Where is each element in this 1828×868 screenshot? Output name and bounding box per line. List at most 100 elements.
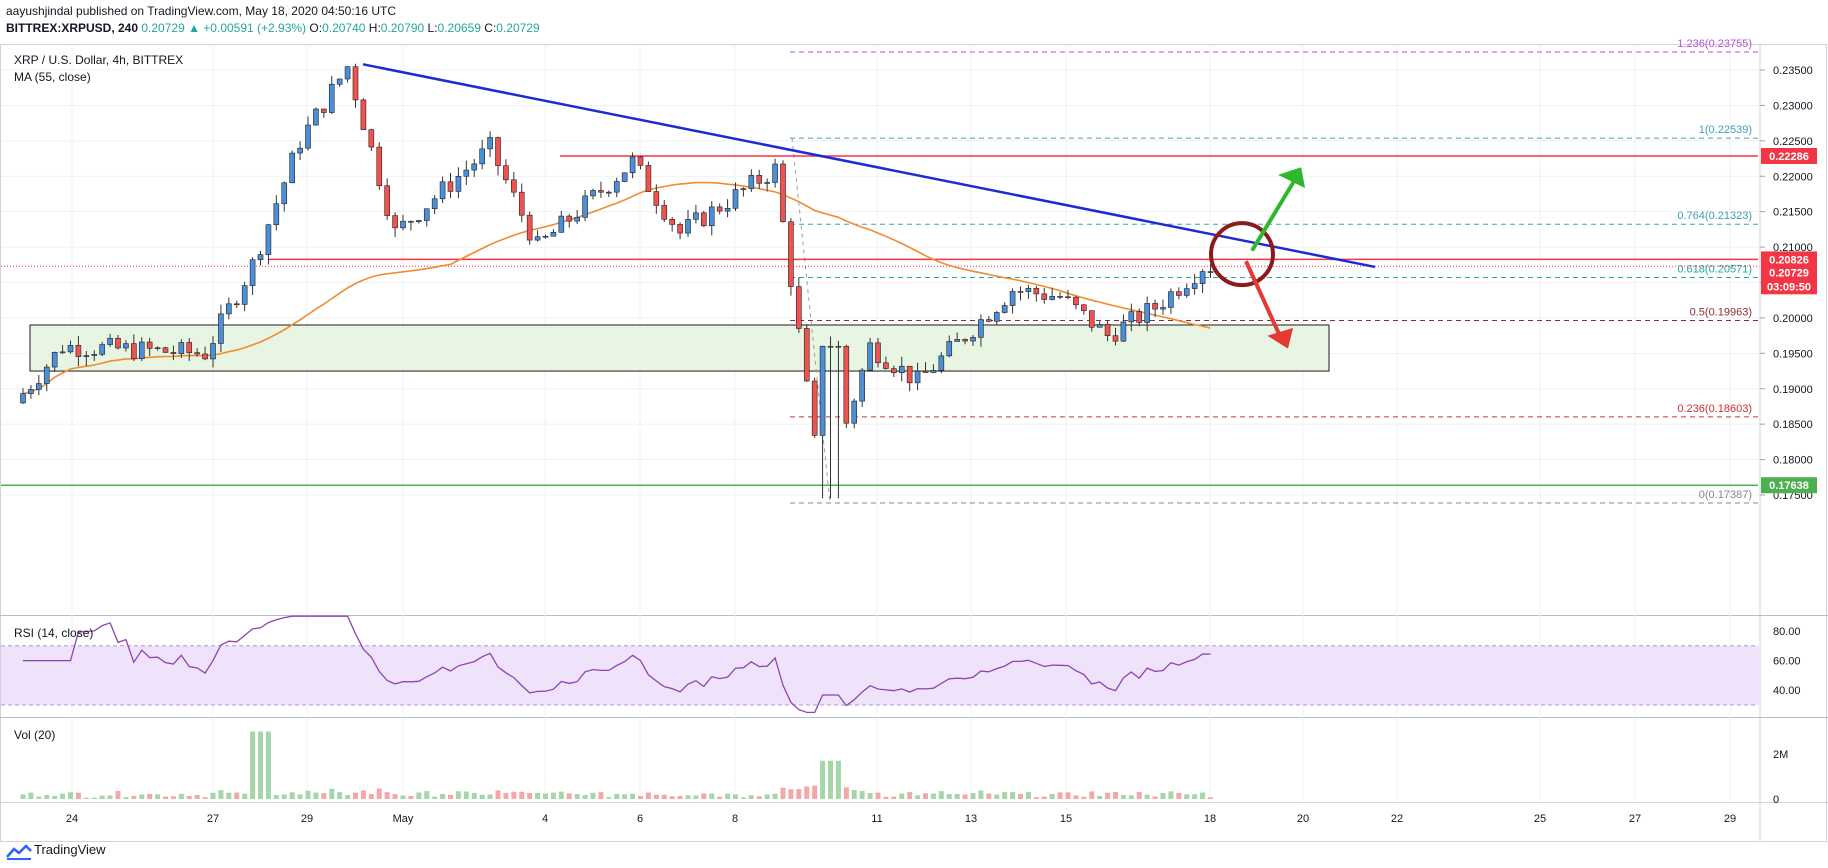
candle-body	[796, 286, 802, 329]
candle-body	[123, 343, 129, 349]
rsi-line	[23, 615, 1211, 714]
volume-bar	[582, 794, 588, 799]
candle-body	[511, 179, 517, 193]
time-tick-label: 29	[301, 813, 313, 825]
volume-bar	[543, 793, 548, 799]
candle-body	[962, 339, 968, 342]
volume-bar	[930, 793, 936, 799]
price-label-text: 03:09:50	[1767, 281, 1811, 293]
price-change: 0.20729 ▲ +0.00591 (+2.93%)	[141, 21, 307, 35]
time-tick-label: 24	[66, 813, 78, 825]
candle-body	[249, 259, 256, 286]
price-tick-label: 0.18500	[1773, 419, 1813, 431]
volume-tick-label: 2M	[1773, 749, 1788, 761]
volume-bar	[527, 793, 533, 799]
volume-bar	[234, 792, 240, 799]
volume-bar	[440, 793, 446, 799]
candle-body	[487, 137, 493, 150]
candle-body	[471, 163, 478, 171]
volume-bar	[978, 790, 984, 799]
price-label-box	[1761, 477, 1817, 494]
publish-info: aayushjindal published on TradingView.co…	[6, 4, 397, 18]
volume-bar	[867, 793, 873, 799]
candle-body	[131, 343, 137, 360]
candle-body	[867, 342, 873, 371]
volume-bar	[218, 790, 224, 799]
time-tick-label: 22	[1391, 813, 1403, 825]
time-tick-label: 6	[637, 813, 643, 825]
candle-body	[891, 368, 897, 374]
rsi-label: RSI (14, close)	[14, 626, 93, 640]
candle-body	[1041, 293, 1048, 300]
volume-bar	[519, 791, 525, 799]
volume-bar	[883, 796, 889, 799]
candle-body	[447, 181, 454, 192]
volume-bar	[946, 794, 952, 799]
volume-bar	[677, 795, 683, 799]
candle-body	[1073, 296, 1079, 306]
candle-body	[241, 285, 248, 305]
volume-bar	[764, 794, 770, 799]
volume-bar	[155, 794, 161, 799]
candle-body	[360, 99, 367, 130]
volume-bar	[772, 793, 778, 799]
candle-body	[321, 108, 327, 113]
volume-bar	[851, 789, 857, 799]
ma-55-line	[22, 181, 1211, 395]
volume-bar	[630, 793, 636, 799]
volume-bar	[1168, 791, 1174, 799]
candle-body	[993, 312, 1000, 322]
candle-body	[938, 355, 945, 371]
candle-body	[1160, 307, 1166, 310]
price-tick-label: 0.19500	[1773, 348, 1813, 360]
candle-body	[764, 182, 770, 184]
volume-bar	[281, 794, 287, 799]
candle-body	[75, 345, 82, 357]
candle-body	[716, 206, 723, 212]
volume-bar	[820, 760, 826, 799]
candle-body	[606, 191, 612, 194]
volume-bar	[566, 793, 572, 799]
candle-body	[701, 212, 707, 227]
volume-bar	[91, 797, 97, 799]
volume-bar	[107, 795, 113, 799]
candle-body	[978, 319, 984, 338]
candle-body	[534, 236, 541, 241]
candle-body	[558, 215, 565, 233]
candle-body	[265, 224, 272, 255]
candle-body	[463, 169, 470, 177]
candle-body	[946, 341, 953, 357]
price-tick-label: 0.22500	[1773, 136, 1813, 148]
candle-body	[416, 220, 422, 223]
candle-body	[1017, 291, 1024, 293]
volume-bar	[1057, 792, 1063, 799]
candle-body	[1136, 311, 1143, 323]
volume-bar	[1184, 794, 1190, 799]
candle-body	[115, 337, 121, 349]
candle-body	[20, 393, 26, 404]
price-label-box	[1761, 278, 1817, 295]
fib-level-label: 1.236(0.23755)	[1677, 38, 1752, 50]
candle-body	[835, 345, 842, 348]
volume-bar	[1208, 797, 1213, 799]
volume-bar	[479, 794, 485, 799]
tradingview-logo-icon	[6, 844, 32, 860]
candle-body	[368, 129, 375, 148]
candle-body	[542, 235, 549, 238]
volume-bar	[115, 791, 121, 799]
candle-body	[273, 203, 280, 226]
volume-bar	[250, 731, 256, 799]
candle-body	[233, 303, 240, 306]
candle-body	[669, 219, 675, 225]
symbol-info: BITTREX:XRPUSD, 240 0.20729 ▲ +0.00591 (…	[6, 21, 540, 35]
candle-body	[590, 190, 596, 197]
candle-body	[685, 219, 691, 234]
volume-bar	[1105, 792, 1111, 799]
candle-body	[637, 156, 644, 166]
volume-bar	[376, 788, 382, 799]
candle-body	[1065, 296, 1071, 299]
candle-body	[1049, 296, 1055, 300]
volume-bar	[163, 796, 168, 799]
volume-bar	[796, 789, 802, 799]
